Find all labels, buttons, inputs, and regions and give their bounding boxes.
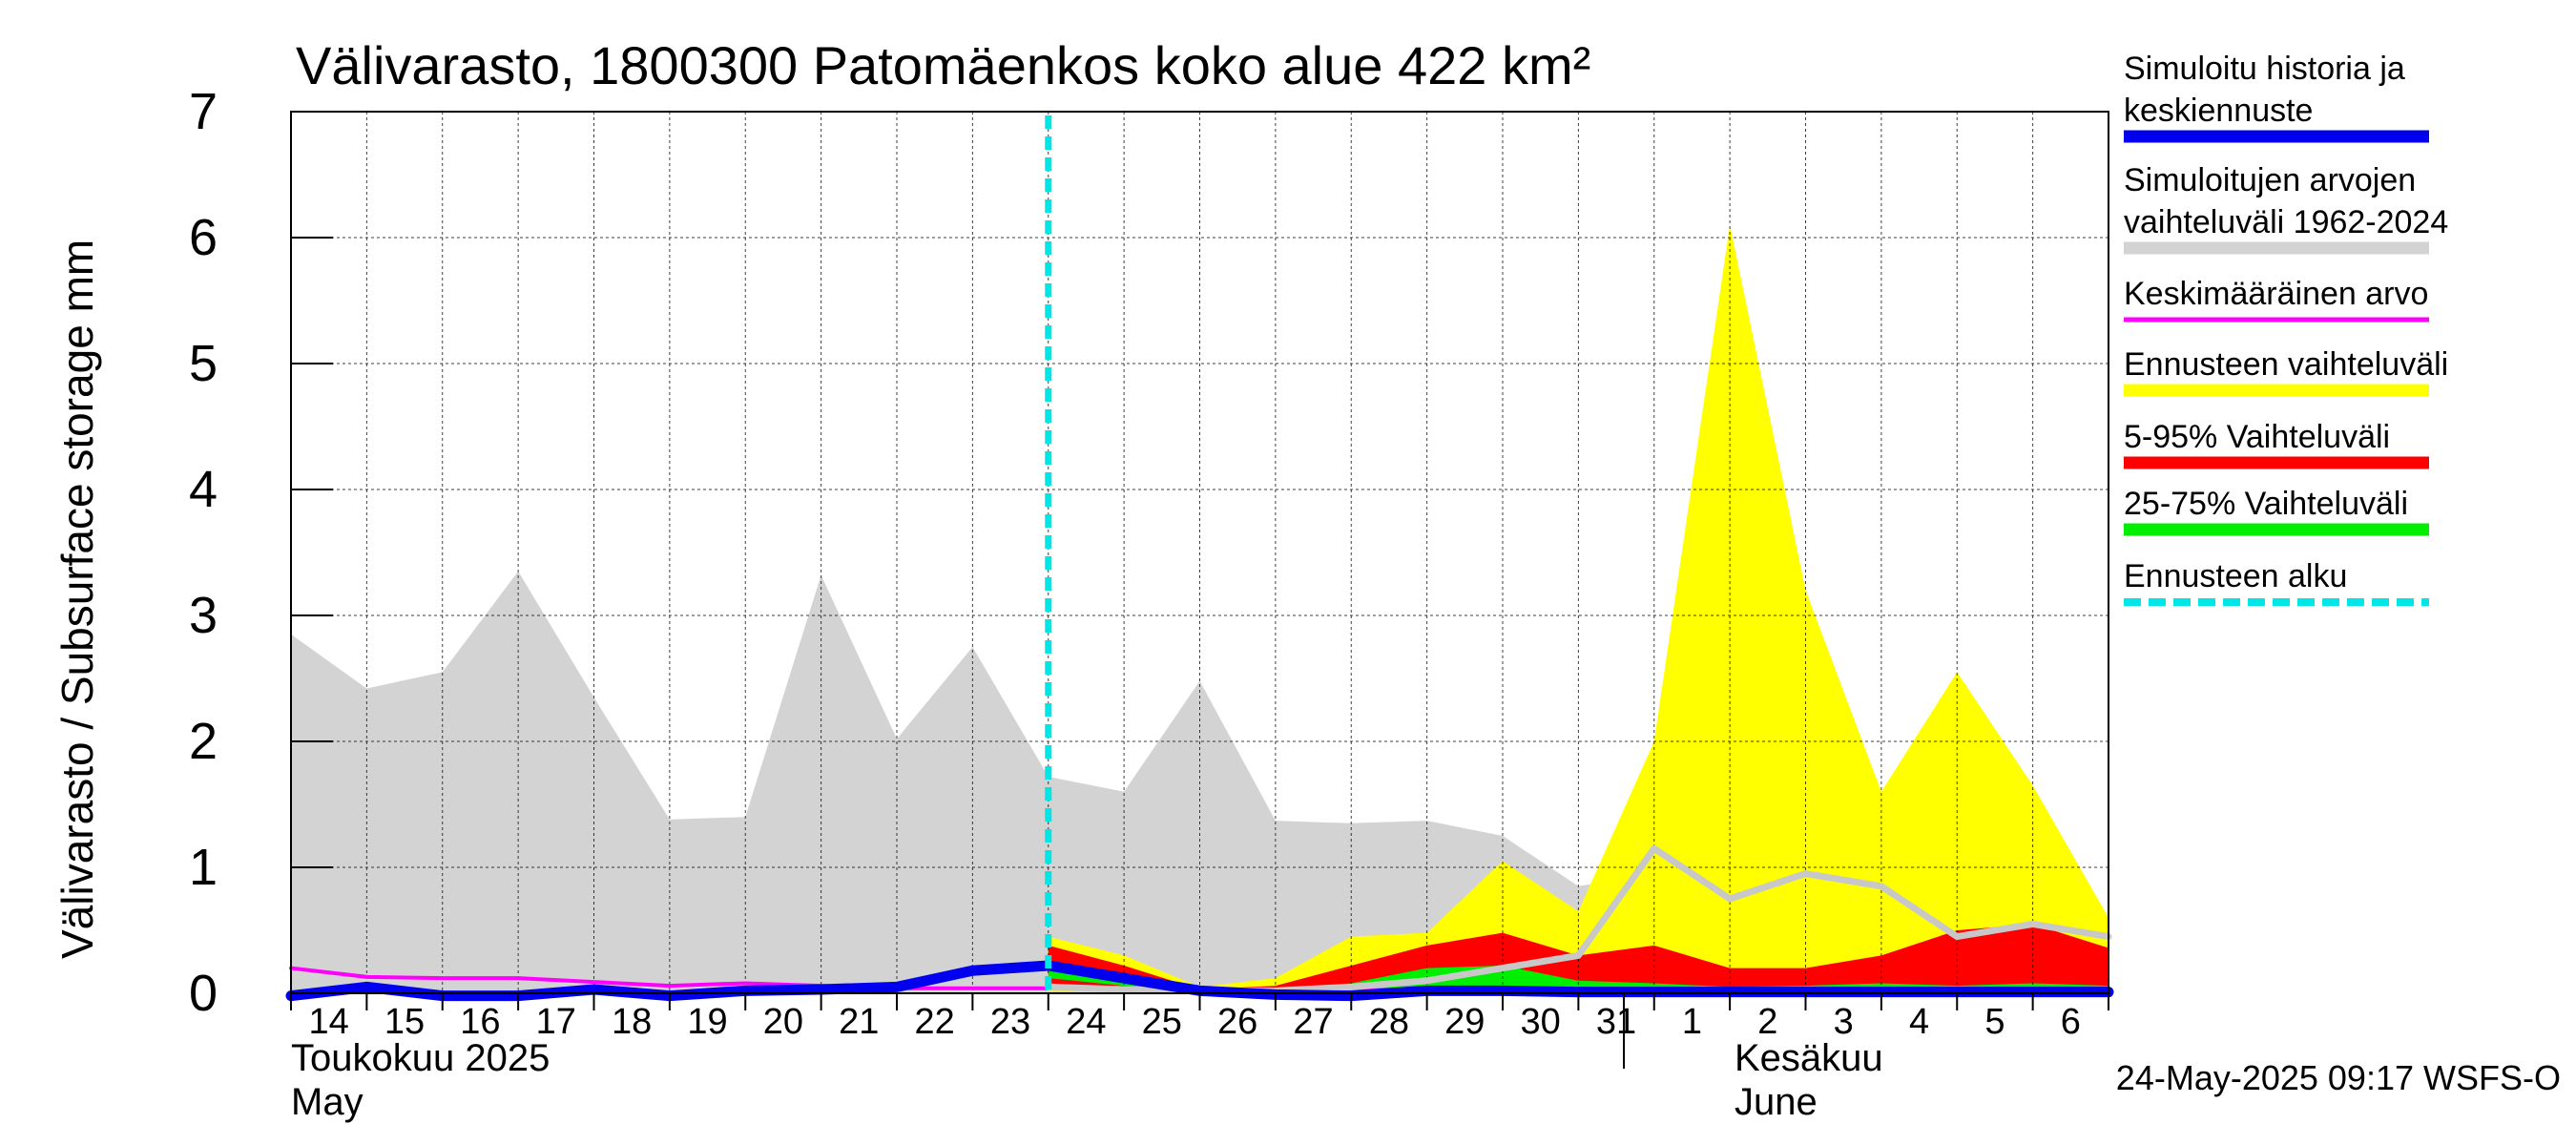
y-tick-label: 7 bbox=[189, 83, 218, 140]
x-tick-label: 6 bbox=[2061, 1002, 2081, 1042]
footer-timestamp: 24-May-2025 09:17 WSFS-O bbox=[2116, 1058, 2561, 1097]
x-tick-label: 31 bbox=[1596, 1002, 1636, 1042]
x-tick-label: 18 bbox=[612, 1002, 652, 1042]
x-tick-label: 29 bbox=[1444, 1002, 1485, 1042]
y-tick-label: 4 bbox=[189, 461, 218, 518]
legend-label-5-95-vaihteluv-li: 5-95% Vaihteluväli bbox=[2124, 419, 2390, 455]
grid bbox=[291, 112, 2109, 993]
x-tick-label: 14 bbox=[309, 1002, 349, 1042]
month-label-fi: Toukokuu 2025 bbox=[291, 1037, 550, 1079]
y-tick-label: 2 bbox=[189, 713, 218, 770]
y-tick-label: 1 bbox=[189, 839, 218, 896]
x-tick-label: 21 bbox=[839, 1002, 879, 1042]
x-tick-label: 22 bbox=[915, 1002, 955, 1042]
legend-label-ennusteen-alku: Ennusteen alku bbox=[2124, 558, 2347, 594]
x-tick-label: 5 bbox=[1984, 1002, 2005, 1042]
y-tick-label: 5 bbox=[189, 335, 218, 392]
y-tick-label: 3 bbox=[189, 587, 218, 644]
x-tick-label: 20 bbox=[763, 1002, 803, 1042]
month-label-en: June bbox=[1735, 1081, 1818, 1123]
x-tick-label: 19 bbox=[687, 1002, 727, 1042]
axes bbox=[290, 111, 2109, 1069]
line-layers bbox=[285, 115, 2114, 1002]
x-tick-label: 26 bbox=[1217, 1002, 1257, 1042]
y-tick-label: 6 bbox=[189, 209, 218, 266]
chart-title: Välivarasto, 1800300 Patomäenkos koko al… bbox=[296, 35, 1590, 95]
x-tick-label: 16 bbox=[460, 1002, 500, 1042]
x-tick-label: 24 bbox=[1066, 1002, 1106, 1042]
y-tick-label: 0 bbox=[189, 965, 218, 1022]
x-tick-label: 25 bbox=[1142, 1002, 1182, 1042]
legend-label-simuloitujen-arvojen-vaihteluv-li-1962-2024: vaihteluväli 1962-2024 bbox=[2124, 204, 2448, 240]
x-tick-label: 1 bbox=[1682, 1002, 1702, 1042]
band-ennusteen-vaihteluv-li bbox=[1048, 224, 2109, 994]
legend-label-simuloitujen-arvojen-vaihteluv-li-1962-2024: Simuloitujen arvojen bbox=[2124, 162, 2416, 198]
legend-label-simuloitu-historia-ja-keskiennuste: Simuloitu historia ja bbox=[2124, 51, 2405, 87]
x-tick-label: 17 bbox=[536, 1002, 576, 1042]
legend-label-25-75-vaihteluv-li: 25-75% Vaihteluväli bbox=[2124, 486, 2408, 522]
y-axis-label: Välivarasto / Subsurface storage mm bbox=[52, 239, 102, 959]
legend-label-ennusteen-vaihteluv-li: Ennusteen vaihteluväli bbox=[2124, 346, 2448, 383]
x-tick-label: 3 bbox=[1834, 1002, 1854, 1042]
x-tick-label: 4 bbox=[1909, 1002, 1929, 1042]
line-simuloitu-historia-ja-keskiennuste bbox=[285, 960, 2114, 1002]
x-tick-label: 2 bbox=[1757, 1002, 1777, 1042]
legend: Simuloitu historia ja keskiennuste Simuloi… bbox=[2124, 51, 2448, 606]
x-tick-label: 23 bbox=[990, 1002, 1030, 1042]
x-tick-label: 27 bbox=[1293, 1002, 1333, 1042]
x-tick-label: 30 bbox=[1521, 1002, 1561, 1042]
x-tick-label: 15 bbox=[384, 1002, 425, 1042]
legend-label-simuloitu-historia-ja-keskiennuste: keskiennuste bbox=[2124, 93, 2313, 129]
month-label-fi: Kesäkuu bbox=[1735, 1037, 1883, 1079]
month-label-en: May bbox=[291, 1081, 364, 1123]
legend-label-keskim-r-inen-arvo: Keskimääräinen arvo bbox=[2124, 276, 2428, 312]
x-tick-label: 28 bbox=[1369, 1002, 1409, 1042]
